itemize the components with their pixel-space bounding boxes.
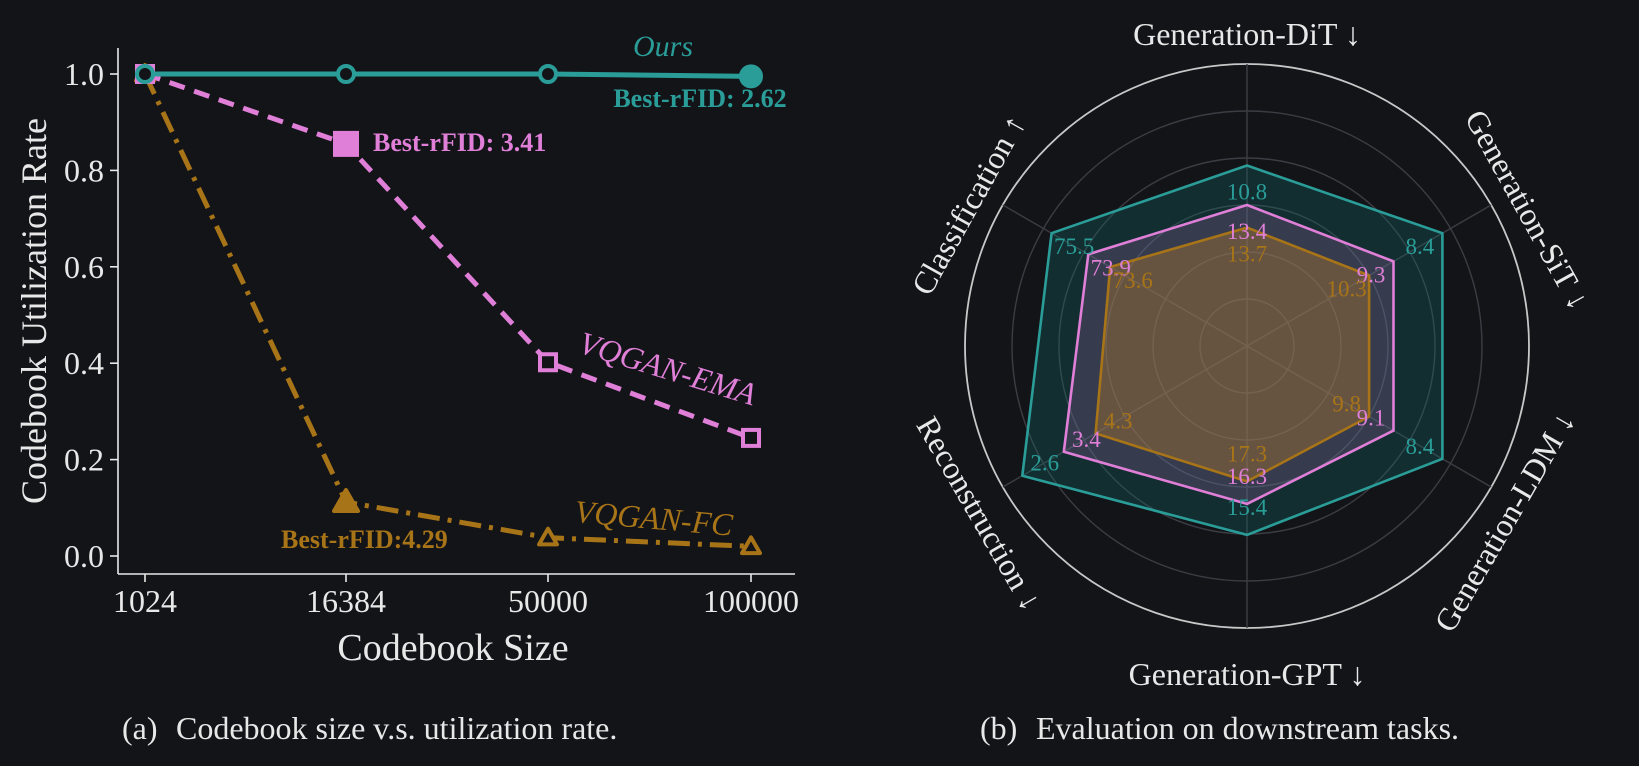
annotation-ours: Best-rFID: 2.62 xyxy=(613,84,786,113)
series-label-ours: Ours xyxy=(633,30,693,63)
caption-b: Evaluation on downstream tasks. xyxy=(1036,710,1459,746)
data-point-vqgan-ema xyxy=(741,427,761,448)
radar-value-label: 4.3 xyxy=(1104,408,1133,433)
radar-value-label: 17.3 xyxy=(1227,441,1267,466)
y-tick-label: 0.0 xyxy=(64,538,104,574)
radar-value-label: 13.4 xyxy=(1227,219,1268,244)
series-layer xyxy=(134,63,763,556)
radar-polygons xyxy=(1020,164,1444,537)
radar-value-label: 9.1 xyxy=(1357,406,1386,431)
data-point-ours xyxy=(135,64,155,84)
axis-label-generation-gpt: Generation-GPT ↓ xyxy=(1129,656,1366,692)
axis-label-generation-dit: Generation-DiT ↓ xyxy=(1133,16,1361,52)
radar-value-label: 2.6 xyxy=(1030,451,1059,476)
series-line-vqgan-ema xyxy=(144,71,752,441)
x-tick-label: 100000 xyxy=(703,583,799,619)
radar-value-label: 16.3 xyxy=(1227,464,1267,489)
series-line-ours xyxy=(145,71,752,79)
series-label-fc: VQGAN-FC xyxy=(573,493,734,543)
radar-value-label: 73.9 xyxy=(1091,255,1131,280)
caption-a-tag: (a) xyxy=(122,710,158,746)
radar-value-label: 8.4 xyxy=(1406,434,1435,459)
radar-polygon-vqgan-fc xyxy=(1094,226,1371,483)
radar-value-label: 9.3 xyxy=(1357,262,1386,287)
y-tick-label: 1.0 xyxy=(64,56,104,92)
data-point-ours xyxy=(336,64,356,84)
x-tick-label: 1024 xyxy=(113,583,177,619)
data-point-vqgan-fc xyxy=(537,526,559,547)
series-label-ema: VQGAN-EMA xyxy=(575,324,761,412)
radar-value-label: 9.8 xyxy=(1332,392,1361,417)
radar-value-label: 8.4 xyxy=(1406,234,1435,259)
data-point-vqgan-fc xyxy=(740,535,762,556)
x-ticks: 1024 16384 50000 100000 xyxy=(113,574,799,619)
y-ticks: 0.0 0.2 0.4 0.6 0.8 1.0 xyxy=(64,56,118,574)
x-axis-label: Codebook Size xyxy=(337,627,568,669)
caption-b-tag: (b) xyxy=(980,710,1017,746)
annotation-fc: Best-rFID:4.29 xyxy=(281,525,448,554)
radar-value-labels: 10.8 8.4 8.4 15.4 2.6 75.5 13.4 9.3 9.1 16.3 3.4 73… xyxy=(1030,180,1434,520)
radar-value-label: 3.4 xyxy=(1072,427,1101,452)
axis-label-generation-sit: Generation-SiT ↓ xyxy=(1458,104,1597,316)
data-point-vqgan-fc xyxy=(332,488,360,514)
axis-label-generation-ldm: Generation-LDM ↓ xyxy=(1427,405,1582,638)
y-axis-label: Codebook Utilization Rate xyxy=(14,118,54,504)
axis-label-classification: Classification ↑ xyxy=(904,108,1032,300)
radar-value-label: 13.7 xyxy=(1227,242,1267,267)
radar-chart-panel: 10.8 8.4 8.4 15.4 2.6 75.5 13.4 9.3 9.1 16.3 3.4 73… xyxy=(904,16,1597,746)
x-tick-label: 50000 xyxy=(508,583,588,619)
radar-spoke xyxy=(1002,345,1248,488)
y-tick-label: 0.4 xyxy=(64,345,104,381)
radar-spoke xyxy=(1002,204,1248,347)
radar-value-label: 10.8 xyxy=(1227,180,1267,205)
data-point-ours xyxy=(739,64,763,89)
y-tick-label: 0.6 xyxy=(64,249,104,285)
x-tick-label: 16384 xyxy=(306,583,386,619)
radar-value-label: 73.6 xyxy=(1113,268,1153,293)
radar-value-label: 10.3 xyxy=(1326,277,1366,302)
y-tick-label: 0.8 xyxy=(64,152,104,188)
annotation-ema: Best-rFID: 3.41 xyxy=(373,128,546,157)
radar-polygon-vqgan-ema xyxy=(1062,203,1395,506)
caption-a: Codebook size v.s. utilization rate. xyxy=(176,710,617,746)
data-point-vqgan-ema xyxy=(538,352,558,373)
data-point-vqgan-ema xyxy=(333,130,359,157)
line-chart-panel: 0.00.20.40.60.81.0 1024 16384 50000 100000 … xyxy=(14,30,799,746)
radar-value-label: 75.5 xyxy=(1054,234,1094,259)
radar-value-label: 15.4 xyxy=(1227,495,1268,520)
y-tick-label: 0.2 xyxy=(64,442,104,478)
data-point-ours xyxy=(538,64,558,84)
